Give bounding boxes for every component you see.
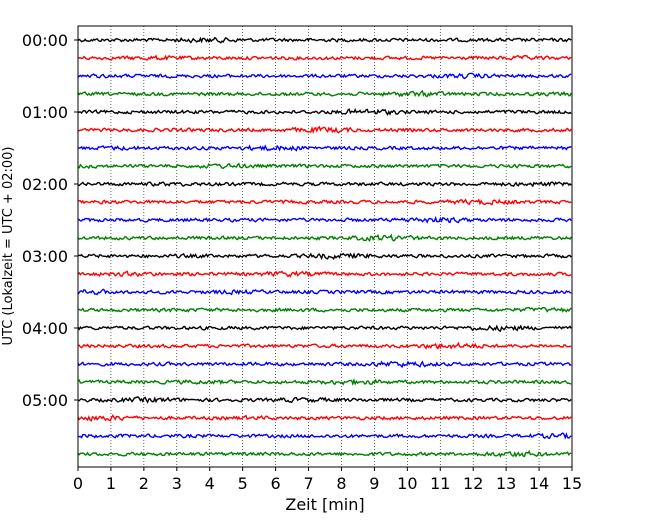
trace-row-11 [77, 233, 572, 243]
x-tick-label: 10 [397, 474, 417, 493]
x-tick-label: 15 [562, 474, 582, 493]
trace-row-8 [77, 181, 572, 188]
plot-frame [77, 25, 573, 468]
x-tick-label: 0 [73, 474, 83, 493]
y-tick-label: 02:00 [22, 175, 68, 194]
trace-row-0 [77, 36, 572, 44]
x-tick-label: 13 [496, 474, 516, 493]
x-axis-ticks: 0 1 2 3 4 5 6 7 8 9 10 11 12 13 14 15 [73, 467, 582, 493]
trace-row-16 [77, 324, 572, 333]
trace-row-10 [77, 215, 572, 224]
y-axis-label: UTC (Lokalzeit = UTC + 02:00) [1, 147, 16, 346]
y-tick-label: 04:00 [22, 319, 68, 338]
trace-row-12 [77, 252, 572, 261]
trace-row-14 [77, 288, 572, 296]
trace-row-22 [77, 432, 572, 440]
x-axis-label: Zeit [min] [285, 495, 364, 514]
x-tick-label: 9 [369, 474, 379, 493]
trace-row-5 [77, 125, 572, 135]
trace-row-21 [77, 414, 572, 422]
x-tick-label: 8 [336, 474, 346, 493]
trace-row-3 [77, 89, 572, 98]
trace-row-7 [77, 162, 572, 170]
x-tick-label: 3 [172, 474, 182, 493]
x-tick-label: 14 [529, 474, 549, 493]
y-tick-label: 00:00 [22, 31, 68, 50]
trace-row-15 [77, 306, 572, 313]
y-axis-ticks: 00:00 01:00 02:00 03:00 04:00 05:00 [22, 31, 78, 410]
x-tick-label: 11 [430, 474, 450, 493]
trace-row-20 [77, 396, 572, 404]
trace-row-6 [77, 144, 572, 152]
x-tick-label: 2 [139, 474, 149, 493]
trace-row-1 [77, 54, 572, 61]
y-tick-label: 03:00 [22, 247, 68, 266]
trace-row-19 [77, 378, 572, 387]
x-tick-label: 7 [303, 474, 313, 493]
x-tick-label: 1 [106, 474, 116, 493]
y-tick-label: 01:00 [22, 103, 68, 122]
trace-row-17 [77, 341, 572, 350]
x-tick-label: 12 [463, 474, 483, 493]
x-tick-label: 4 [205, 474, 215, 493]
x-tick-label: 5 [238, 474, 248, 493]
trace-row-4 [77, 108, 572, 116]
x-tick-label: 6 [271, 474, 281, 493]
trace-row-2 [77, 72, 572, 80]
y-tick-label: 05:00 [22, 391, 68, 410]
trace-row-18 [77, 360, 572, 369]
trace-row-13 [77, 270, 572, 278]
trace-row-9 [77, 198, 572, 206]
trace-lines [77, 36, 572, 458]
trace-row-23 [77, 449, 572, 458]
